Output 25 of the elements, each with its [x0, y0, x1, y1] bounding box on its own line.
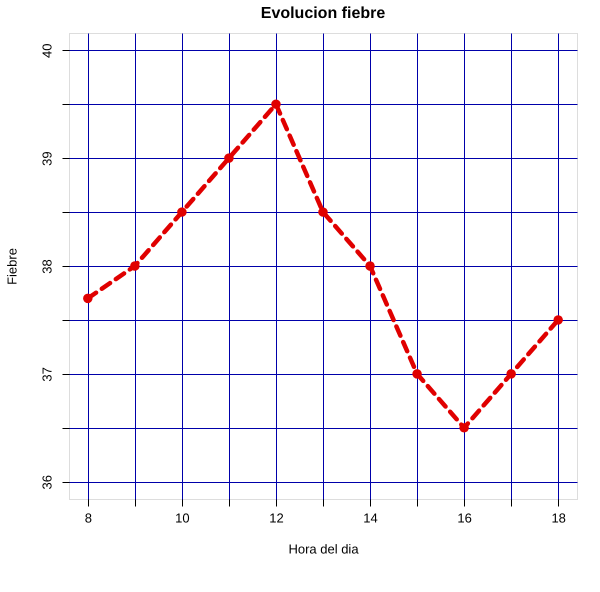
point [318, 207, 328, 217]
y-tick-label: 39 [40, 151, 54, 166]
point [553, 315, 563, 325]
point [177, 207, 187, 217]
x-tick-label: 18 [551, 510, 566, 526]
x-tick-label: 12 [269, 510, 284, 526]
point [271, 99, 281, 109]
chart-title: Evolucion fiebre [260, 5, 386, 22]
point [412, 369, 422, 379]
x-axis-title: Hora del dia [288, 542, 360, 556]
y-tick-label: 38 [40, 259, 54, 274]
x-tick-label: 16 [457, 510, 472, 526]
x-tick-label: 8 [84, 510, 92, 526]
y-tick-label: 37 [40, 367, 54, 382]
point [506, 369, 516, 379]
y-tick-label: 36 [40, 475, 54, 490]
point [83, 294, 93, 304]
point [224, 153, 234, 163]
point [459, 423, 469, 433]
point [130, 261, 140, 271]
y-axis-title: Fiebre [4, 248, 20, 285]
x-tick-label: 14 [363, 510, 378, 526]
point [365, 261, 375, 271]
x-tick-label: 10 [175, 510, 190, 526]
y-tick-label: 40 [40, 44, 54, 58]
